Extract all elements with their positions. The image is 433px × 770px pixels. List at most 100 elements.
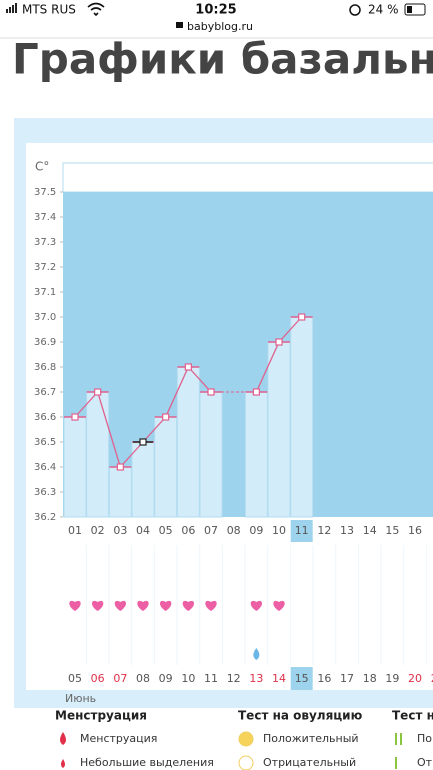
legend-icon (238, 755, 254, 770)
x-tick-label: 13 (340, 524, 354, 537)
date-label: 13 (249, 672, 263, 685)
y-tick-label: 36.8 (34, 362, 56, 373)
legend-item: Отрицательный (263, 756, 356, 769)
date-label: 12 (227, 672, 241, 685)
x-tick-label: 03 (113, 524, 127, 537)
date-label: 10 (181, 672, 195, 685)
x-tick-label: 14 (363, 524, 377, 537)
point (116, 463, 124, 471)
y-tick-label: 36.5 (34, 437, 56, 448)
plot-top (62, 162, 433, 193)
point (184, 363, 192, 371)
date-label: 20 (408, 672, 422, 685)
x-tick-label: 11 (295, 524, 309, 537)
heart (137, 600, 149, 611)
y-tick-label: 37.2 (34, 262, 56, 273)
x-tick-label: 08 (227, 524, 241, 537)
bar (131, 441, 155, 518)
point (298, 313, 306, 321)
month-label: Июнь (65, 692, 96, 705)
x-tick-label: 09 (249, 524, 263, 537)
x-tick-label: 15 (385, 524, 399, 537)
date-label: 08 (136, 672, 150, 685)
legend-title: Менструация (55, 709, 147, 723)
date-label: 17 (340, 672, 354, 685)
url[interactable]: babyblog.ru (187, 20, 253, 33)
selected-date (290, 667, 313, 690)
legend-icon (395, 733, 397, 745)
date-label: 11 (204, 672, 218, 685)
legend-title: Тест на (392, 709, 433, 723)
legend-item: Положительный (263, 732, 359, 745)
bar (199, 391, 223, 518)
drop (253, 648, 260, 660)
y-tick-label: 36.4 (34, 462, 56, 473)
battery-level: 24 % (368, 3, 399, 17)
date-label: 21 (431, 672, 433, 685)
bar (63, 416, 87, 518)
legend-icon (400, 733, 402, 745)
heart (250, 600, 263, 611)
legend-item: По (417, 732, 432, 745)
y-tick-label: 36.6 (34, 412, 56, 423)
point (162, 413, 170, 421)
heart (182, 600, 195, 611)
clock: 10:25 (195, 3, 236, 18)
legend-item: Небольшие выделения (80, 756, 214, 769)
y-axis-label: C° (35, 160, 49, 174)
x-tick-label: 05 (159, 524, 173, 537)
y-tick-label: 37.0 (34, 312, 56, 323)
date-label: 18 (363, 672, 377, 685)
legend-icon (60, 732, 66, 745)
point (71, 413, 79, 421)
date-label: 14 (272, 672, 286, 685)
y-tick-label: 36.3 (34, 487, 56, 498)
x-tick-label: 12 (317, 524, 331, 537)
date-label: 19 (385, 672, 399, 685)
y-tick-label: 37.5 (34, 187, 56, 198)
y-tick-label: 37.4 (34, 212, 56, 223)
y-tick-label: 37.1 (34, 287, 56, 298)
point (94, 388, 102, 396)
signal (6, 3, 17, 13)
y-tick-label: 36.7 (34, 387, 56, 398)
point (139, 438, 147, 446)
heart (273, 600, 285, 611)
date-label: 05 (68, 672, 82, 685)
y-tick-label: 36.9 (34, 337, 56, 348)
date-label: 09 (159, 672, 173, 685)
wifi-icon (87, 2, 105, 17)
page-title: Графики базальной (12, 35, 433, 84)
heart (159, 600, 172, 611)
legend-item: Отр (417, 756, 433, 769)
point (275, 338, 283, 346)
rotation-lock (349, 4, 361, 16)
y-tick-label: 37.3 (34, 237, 56, 248)
x-tick-label: 02 (91, 524, 105, 537)
battery-fill (407, 6, 412, 13)
legend-item: Менструация (80, 732, 157, 745)
bar (154, 416, 178, 518)
x-tick-label: 07 (204, 524, 218, 537)
bar (290, 316, 314, 518)
heart (114, 600, 127, 611)
bar (108, 466, 132, 518)
legend-icon (238, 731, 254, 747)
selected-day (290, 520, 313, 542)
legend-title: Тест на овуляцию (238, 709, 363, 723)
bar (86, 391, 110, 518)
x-tick-label: 01 (68, 524, 82, 537)
point (252, 388, 260, 396)
heart (205, 600, 217, 611)
battery-icon (404, 3, 426, 16)
point (207, 388, 215, 396)
bar (244, 391, 268, 518)
bar (267, 341, 291, 518)
date-label: 15 (295, 672, 309, 685)
x-tick-label: 10 (272, 524, 286, 537)
heart (91, 600, 104, 611)
x-tick-label: 06 (181, 524, 195, 537)
date-label: 07 (113, 672, 127, 685)
lock-icon (176, 22, 183, 28)
carrier: MTS RUS (22, 3, 76, 17)
